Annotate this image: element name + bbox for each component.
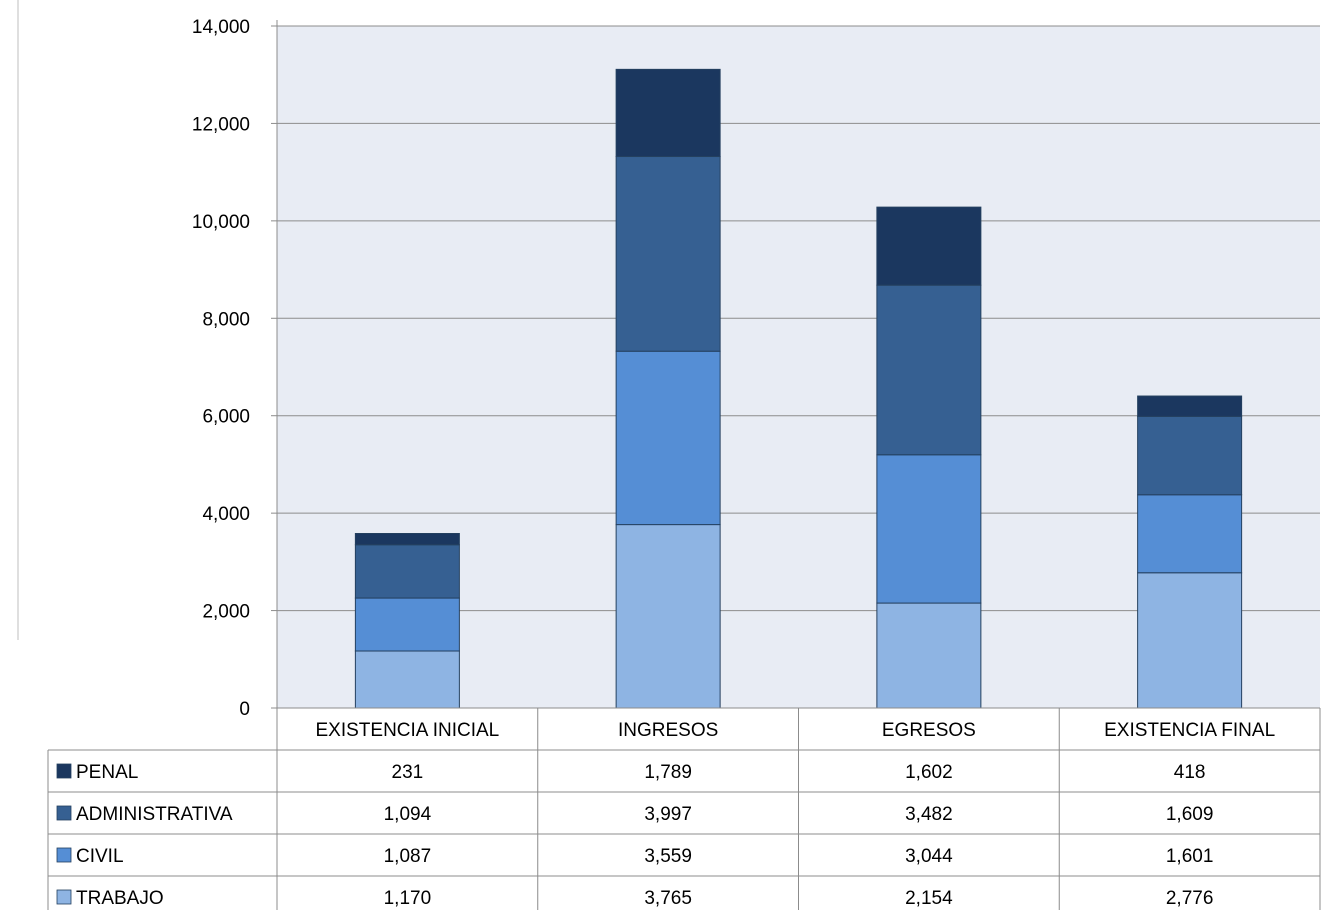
- data-cell-value: 1,601: [1166, 846, 1214, 867]
- bar-administrativa-1: [615, 156, 721, 352]
- bar-civil-0: [354, 597, 460, 652]
- series-name: ADMINISTRATIVA: [76, 804, 233, 825]
- x-category-label: EGRESOS: [882, 720, 976, 741]
- y-tick-label: 14,000: [192, 17, 250, 38]
- bar-trabajo-1: [615, 524, 721, 709]
- bar-administrativa-2: [876, 284, 982, 456]
- data-cell-value: 1,170: [384, 888, 432, 909]
- y-tick-label: 10,000: [192, 212, 250, 233]
- y-tick-label: 2,000: [202, 602, 250, 623]
- bar-penal-2: [876, 206, 982, 286]
- data-cell-value: 3,559: [644, 846, 692, 867]
- data-cell-value: 1,087: [384, 846, 432, 867]
- bar-penal-1: [615, 68, 721, 158]
- data-cell-value: 231: [392, 762, 424, 783]
- bar-civil-3: [1137, 494, 1243, 574]
- x-category-label: EXISTENCIA FINAL: [1104, 720, 1275, 741]
- legend-key-penal: [56, 763, 72, 779]
- x-category-label: INGRESOS: [618, 720, 718, 741]
- series-name: PENAL: [76, 762, 138, 783]
- data-cell-value: 3,482: [905, 804, 953, 825]
- data-cell-value: 3,044: [905, 846, 953, 867]
- legend-key-civil: [56, 847, 72, 863]
- y-tick-label: 6,000: [202, 407, 250, 428]
- data-cell-value: 2,776: [1166, 888, 1214, 909]
- data-cell-value: 418: [1174, 762, 1206, 783]
- data-cell-value: 3,765: [644, 888, 692, 909]
- y-tick-label: 12,000: [192, 114, 250, 135]
- bar-penal-0: [354, 533, 460, 546]
- series-name: TRABAJO: [76, 888, 164, 909]
- bar-administrativa-0: [354, 544, 460, 599]
- data-cell-value: 3,997: [644, 804, 692, 825]
- data-cell-value: 1,789: [644, 762, 692, 783]
- x-category-label: EXISTENCIA INICIAL: [316, 720, 500, 741]
- bar-civil-1: [615, 350, 721, 526]
- data-cell-value: 1,602: [905, 762, 953, 783]
- y-tick-label: 8,000: [202, 309, 250, 330]
- bar-administrativa-3: [1137, 415, 1243, 496]
- data-cell-value: 2,154: [905, 888, 953, 909]
- bar-trabajo-0: [354, 650, 460, 709]
- series-name: CIVIL: [76, 846, 124, 867]
- bar-trabajo-3: [1137, 572, 1243, 709]
- legend-key-trabajo: [56, 889, 72, 905]
- y-tick-label: 0: [239, 699, 250, 720]
- bar-penal-3: [1137, 395, 1243, 417]
- legend-key-administrativa: [56, 805, 72, 821]
- data-cell-value: 1,094: [384, 804, 432, 825]
- bar-trabajo-2: [876, 602, 982, 709]
- bar-civil-2: [876, 454, 982, 604]
- data-cell-value: 1,609: [1166, 804, 1214, 825]
- y-tick-label: 4,000: [202, 504, 250, 525]
